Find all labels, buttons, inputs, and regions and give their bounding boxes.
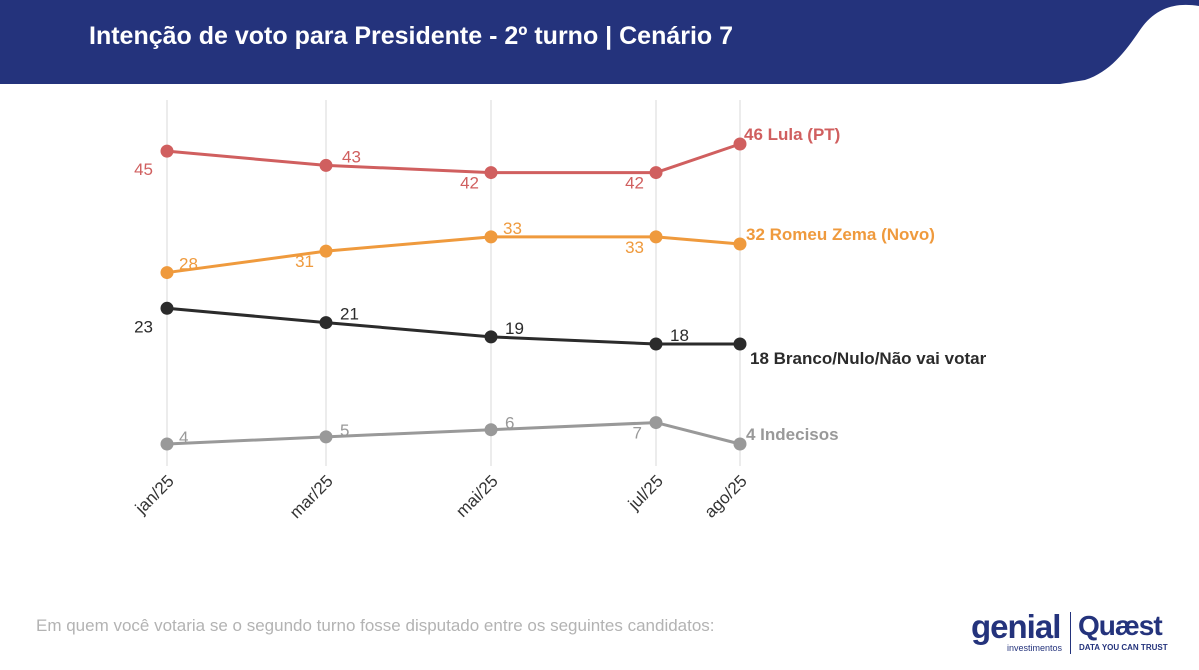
header-background bbox=[0, 0, 1199, 84]
logo-divider bbox=[1070, 612, 1071, 654]
data-point bbox=[160, 301, 174, 315]
data-label: 28 bbox=[179, 255, 198, 274]
series-end-label: 18 Branco/Nulo/Não vai votar bbox=[750, 349, 987, 368]
data-label: 4 bbox=[179, 428, 188, 447]
data-label: 45 bbox=[134, 160, 153, 179]
x-tick-label: ago/25 bbox=[701, 471, 751, 521]
quaest-logo: Quæst bbox=[1078, 610, 1163, 641]
genial-logo: genial bbox=[971, 608, 1061, 645]
header-banner: Intenção de voto para Presidente - 2º tu… bbox=[0, 0, 1199, 84]
data-point bbox=[649, 416, 663, 430]
x-tick-label: mar/25 bbox=[286, 471, 337, 522]
data-point bbox=[649, 166, 663, 180]
data-label: 23 bbox=[134, 317, 153, 336]
x-tick-label: mai/25 bbox=[452, 471, 502, 521]
data-label: 6 bbox=[505, 414, 514, 433]
data-label: 31 bbox=[295, 252, 314, 271]
data-label: 33 bbox=[625, 238, 644, 257]
data-label: 5 bbox=[340, 421, 349, 440]
data-point bbox=[733, 237, 747, 251]
data-label: 43 bbox=[342, 147, 361, 166]
data-point bbox=[733, 137, 747, 151]
data-point bbox=[649, 337, 663, 351]
data-point bbox=[484, 230, 498, 244]
data-point bbox=[484, 330, 498, 344]
series-end-label: 4 Indecisos bbox=[746, 425, 839, 444]
quaest-logo-tagline: DATA YOU CAN TRUST bbox=[1079, 643, 1168, 652]
data-label: 18 bbox=[670, 326, 689, 345]
survey-question: Em quem você votaria se o segundo turno … bbox=[36, 616, 715, 635]
data-point bbox=[649, 230, 663, 244]
data-point bbox=[160, 437, 174, 451]
data-point bbox=[319, 244, 333, 258]
data-point bbox=[484, 423, 498, 437]
data-point bbox=[319, 158, 333, 172]
x-tick-label: jan/25 bbox=[131, 471, 178, 518]
data-point bbox=[733, 337, 747, 351]
genial-logo-subtitle: investimentos bbox=[1007, 643, 1063, 653]
data-label: 7 bbox=[633, 424, 642, 443]
page-title: Intenção de voto para Presidente - 2º tu… bbox=[89, 22, 734, 50]
data-label: 19 bbox=[505, 319, 524, 338]
data-label: 42 bbox=[460, 174, 479, 193]
data-label: 21 bbox=[340, 305, 359, 324]
series-end-label: 46 Lula (PT) bbox=[744, 125, 840, 144]
data-point bbox=[160, 266, 174, 280]
series-end-label: 32 Romeu Zema (Novo) bbox=[746, 225, 935, 244]
data-label: 42 bbox=[625, 174, 644, 193]
data-point bbox=[160, 144, 174, 158]
data-label: 33 bbox=[503, 219, 522, 238]
data-point bbox=[319, 430, 333, 444]
x-tick-label: jul/25 bbox=[624, 471, 667, 514]
data-point bbox=[319, 316, 333, 330]
logos: genial investimentos Quæst DATA YOU CAN … bbox=[965, 606, 1175, 662]
data-point bbox=[484, 166, 498, 180]
data-point bbox=[733, 437, 747, 451]
